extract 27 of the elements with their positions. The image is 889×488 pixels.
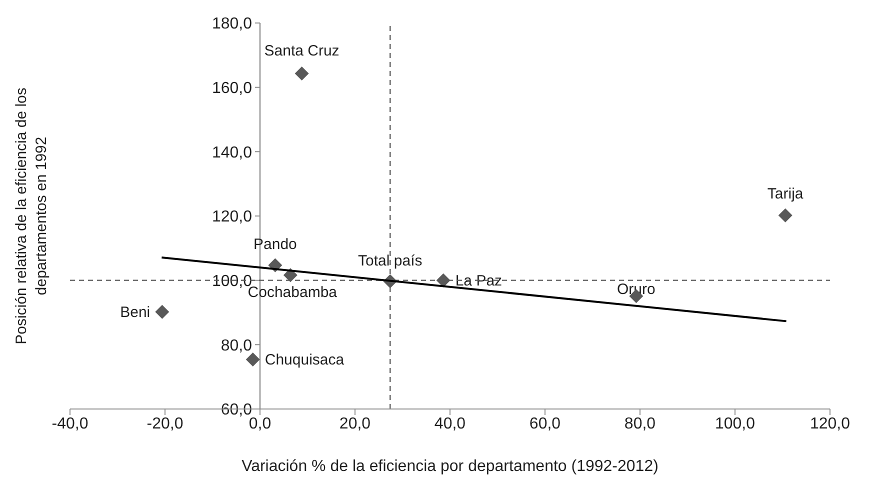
- point: [778, 208, 792, 222]
- annotation: Beni: [120, 304, 150, 321]
- y-tick-label: 140,0: [212, 144, 252, 162]
- x-tick-label: 20,0: [339, 415, 371, 432]
- y-tick-label: 180,0: [212, 16, 252, 33]
- annotation: Total país: [358, 252, 422, 270]
- annotation: Tarija: [767, 185, 804, 202]
- x-tick-label: 100,0: [714, 415, 756, 432]
- y-tick-label: 80,0: [220, 337, 252, 354]
- x-axis-title: Variación % de la eficiencia por departamento (1992-2012): [242, 458, 658, 475]
- x-tick-label: 80,0: [624, 415, 656, 432]
- point: [294, 66, 309, 80]
- point: [246, 352, 260, 366]
- x-tick-label: 120,0: [810, 415, 850, 432]
- x-tick-label: 60,0: [529, 415, 561, 432]
- annotation: Chuquisaca: [264, 351, 345, 368]
- annotation: Pando: [254, 236, 297, 254]
- annotation: Santa Cruz: [264, 42, 340, 60]
- x-tick-label: -40,0: [52, 415, 88, 432]
- point: [155, 304, 170, 319]
- x-tick-label: -20,0: [146, 415, 184, 432]
- y-tick-label: 120,0: [212, 208, 252, 226]
- x-tick-label: 0,0: [248, 415, 272, 432]
- point: [436, 273, 450, 288]
- x-tick-label: 40,0: [434, 415, 466, 432]
- y-axis-title: Posición relativa de la eficiencia de los departamentos en 1992: [13, 88, 50, 344]
- y-tick-label: 160,0: [212, 80, 252, 97]
